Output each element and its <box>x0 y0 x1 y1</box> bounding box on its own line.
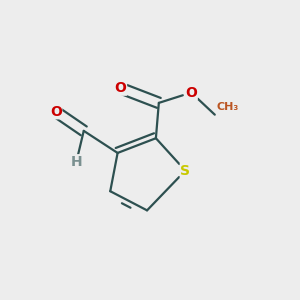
Text: CH₃: CH₃ <box>216 102 238 112</box>
Text: H: H <box>70 155 82 169</box>
Text: O: O <box>115 81 127 95</box>
Text: O: O <box>50 105 62 119</box>
Text: S: S <box>180 164 190 178</box>
Text: O: O <box>185 85 197 100</box>
